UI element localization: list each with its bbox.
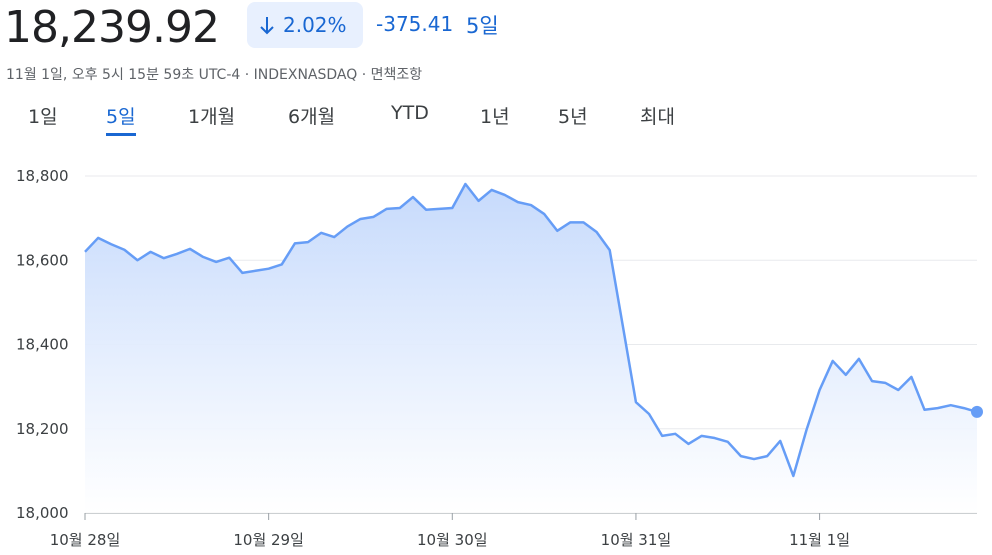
- x-tick-label: 10월 28일: [50, 531, 121, 549]
- change-value: -375.41: [376, 12, 454, 36]
- down-arrow: [260, 17, 274, 35]
- range-tab[interactable]: 1일: [28, 106, 58, 128]
- x-tick-label: 10월 31일: [601, 531, 672, 549]
- y-tick-label: 18,400: [16, 336, 69, 354]
- price: 18,239.92: [4, 2, 220, 53]
- range-tab[interactable]: 5일: [106, 102, 136, 136]
- meta: 11월 1일, 오후 5시 15분 59초 UTC-4 · INDEXNASDA…: [6, 67, 423, 83]
- change-badge: 2.02%: [247, 2, 363, 48]
- y-tick-label: 18,800: [16, 167, 69, 185]
- range-tab[interactable]: 최대: [640, 106, 675, 128]
- x-tick-label: 10월 30일: [417, 531, 488, 549]
- range-tab[interactable]: 1년: [480, 106, 510, 128]
- area-fill: [85, 184, 977, 513]
- x-tick-label: 10월 29일: [233, 531, 304, 549]
- line: [84, 182, 978, 478]
- range-tab[interactable]: 6개월: [288, 106, 336, 128]
- last-point: [971, 405, 983, 418]
- change-percent: 2.02%: [283, 13, 347, 37]
- y-tick-label: 18,200: [16, 420, 69, 438]
- range-tab[interactable]: 5년: [558, 106, 588, 128]
- range-tab[interactable]: YTD: [391, 102, 429, 124]
- y-tick-label: 18,000: [16, 504, 69, 522]
- x-tick-label: 11월 1일: [789, 531, 850, 549]
- range-tab[interactable]: 1개월: [188, 106, 236, 128]
- y-tick-label: 18,600: [16, 251, 69, 269]
- change-period: 5일: [466, 14, 499, 38]
